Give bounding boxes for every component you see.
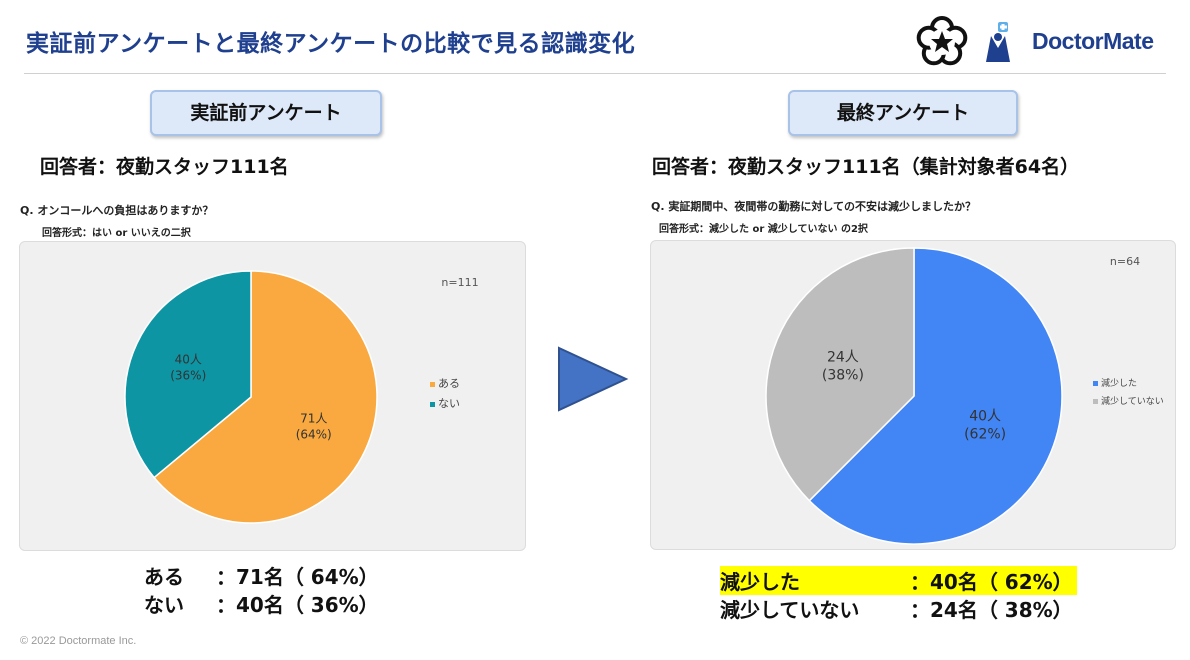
- legend-swatch: [1093, 399, 1098, 404]
- pie-data-label: (62%): [964, 426, 1006, 442]
- legend-swatch: [1093, 381, 1098, 386]
- pie-slice-ある: [153, 270, 378, 524]
- n-label: n=111: [441, 276, 478, 289]
- logo: [912, 12, 1166, 72]
- pre-survey-pill: 実証前アンケート: [150, 90, 382, 136]
- pie-slices: [765, 247, 1063, 545]
- pie-labels: 40人 (62%) 24人 (38%): [822, 350, 1006, 443]
- summary-label: ある: [144, 565, 184, 589]
- pie-data-label: (38%): [822, 368, 864, 384]
- legend-label: 減少していない: [1101, 395, 1164, 407]
- final-question: Q. 実証期間中、夜間帯の勤務に対しての不安は減少しましたか？: [651, 200, 977, 213]
- summary-value: ：24名（ 38%）: [910, 598, 1073, 622]
- pre-summary-row: ない ：40名（ 36%）: [144, 589, 379, 618]
- pre-chart-panel: 71人 (64%) 40人 (36%) n=111 あるない: [19, 241, 526, 551]
- pie-data-label: (36%): [170, 369, 206, 383]
- pre-respondents: 回答者：夜勤スタッフ111名: [40, 156, 289, 178]
- legend-label: 減少した: [1101, 377, 1137, 389]
- pie-slices: [124, 270, 378, 524]
- summary-label: ない: [144, 593, 184, 617]
- pie-data-label: 71人: [300, 411, 327, 425]
- legend-label: ある: [438, 377, 460, 390]
- legend-label: ない: [438, 397, 460, 410]
- copyright: © 2022 Doctormate Inc.: [20, 635, 137, 647]
- final-summary-row: 減少していない ：24名（ 38%）: [720, 594, 1073, 623]
- summary-value: ：71名（ 64%）: [216, 565, 379, 589]
- pie-data-label: 40人: [175, 353, 202, 367]
- final-respondents: 回答者：夜勤スタッフ111名（集計対象者64名）: [652, 156, 1080, 178]
- pie-slice-減少した: [808, 247, 1063, 545]
- summary-label: 減少していない: [720, 598, 860, 622]
- logo-graphic: [916, 16, 1010, 66]
- page-title: 実証前アンケートと最終アンケートの比較で見る認識変化: [26, 31, 636, 57]
- final-chart-panel: 40人 (62%) 24人 (38%) n=64 減少した減少していない: [650, 240, 1176, 550]
- pie-labels: 71人 (64%) 40人 (36%): [170, 353, 332, 442]
- legend-swatch: [430, 382, 435, 387]
- summary-row-highlight: 減少した ：40名（ 62%）: [720, 566, 1077, 595]
- flower-emblem-icon: [916, 16, 968, 66]
- summary-label: 減少した: [720, 570, 800, 594]
- header-divider: [24, 73, 1166, 74]
- final-summary-row: 減少した ：40名（ 62%）: [720, 566, 1077, 595]
- final-answer-format: 回答形式：減少した or 減少していない の2択: [659, 224, 868, 235]
- pie-slice-減少していない: [765, 247, 915, 502]
- pre-summary-row: ある ：71名（ 64%）: [144, 561, 379, 590]
- pie-data-label: (64%): [296, 427, 332, 441]
- pie-data-label: 24人: [827, 350, 859, 366]
- summary-value: ：40名（ 62%）: [910, 570, 1073, 594]
- arrow-right-icon: [558, 346, 629, 412]
- pre-question: Q. オンコールへの負担はありますか？: [20, 204, 214, 217]
- summary-value: ：40名（ 36%）: [216, 593, 379, 617]
- legend-swatch: [430, 402, 435, 407]
- pre-answer-format: 回答形式：はい or いいえの二択: [42, 228, 191, 239]
- brand-name: DoctorMate: [1032, 28, 1154, 54]
- doctor-mate-icon: [986, 22, 1010, 62]
- pie-data-label: 40人: [969, 408, 1001, 424]
- pie-slice-ない: [124, 270, 252, 479]
- n-label: n=64: [1110, 255, 1140, 268]
- final-survey-pill: 最終アンケート: [788, 90, 1018, 136]
